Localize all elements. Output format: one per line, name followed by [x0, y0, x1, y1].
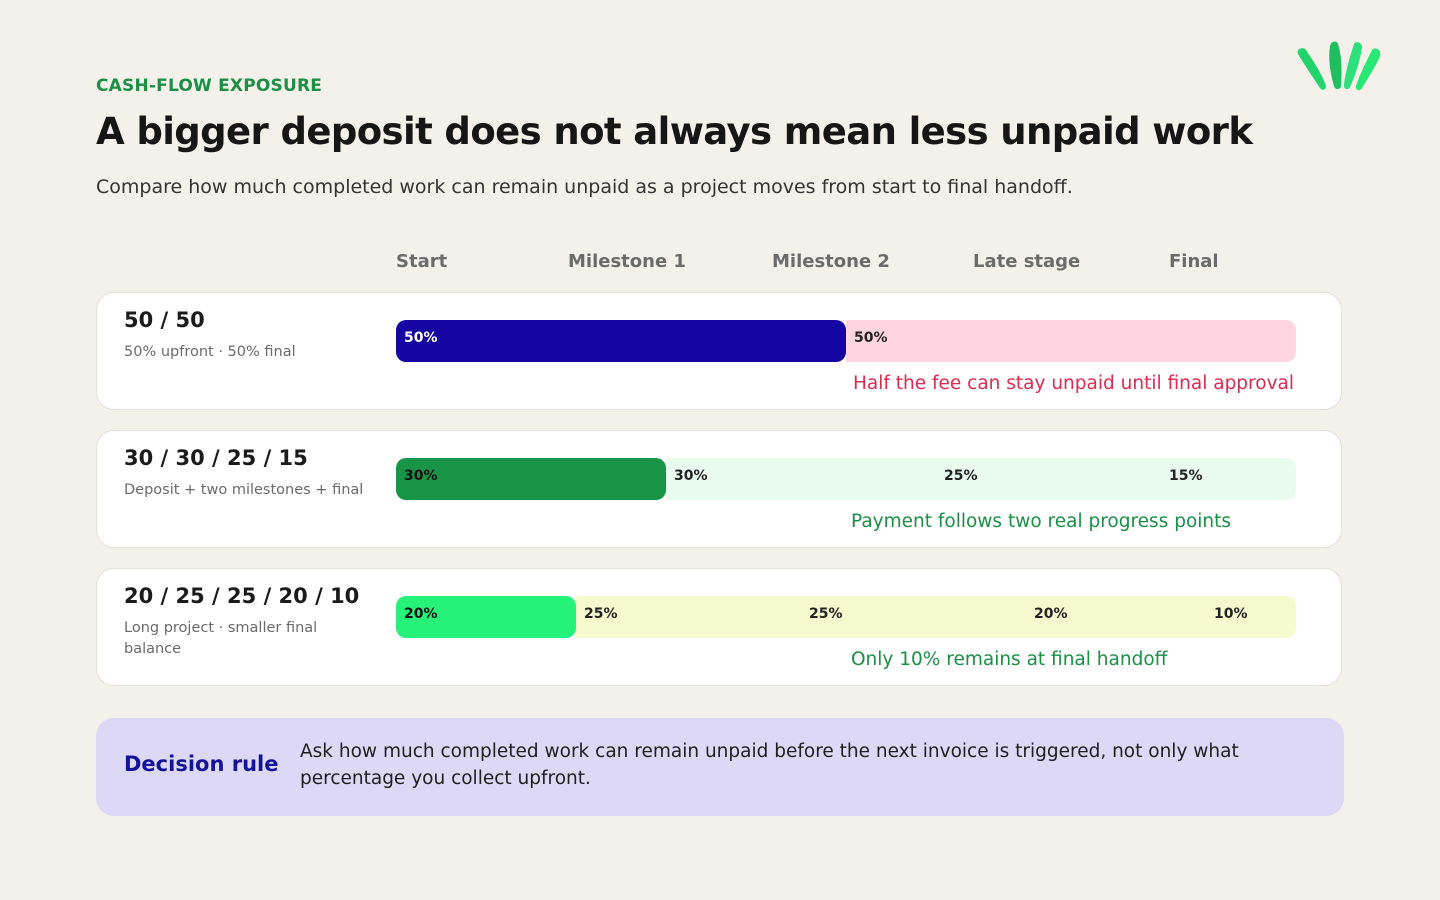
- bar-segment: 20%: [1026, 596, 1206, 638]
- bar-segment: 50%: [846, 320, 1296, 362]
- plan-note: Payment follows two real progress points: [851, 511, 1232, 532]
- plan-name: 20 / 25 / 25 / 20 / 10: [124, 584, 360, 608]
- decision-rule-label: Decision rule: [124, 752, 279, 776]
- plan-description: 50% upfront · 50% final: [124, 344, 296, 360]
- stage-label-milestone-2: Milestone 2: [772, 251, 890, 272]
- leaf-sprout-icon: [1297, 41, 1381, 91]
- plan-name: 50 / 50: [124, 308, 205, 332]
- plan-name: 30 / 30 / 25 / 15: [124, 446, 308, 470]
- page-subtitle: Compare how much completed work can rema…: [96, 176, 1073, 198]
- decision-rule-panel: Decision rule Ask how much completed wor…: [96, 718, 1344, 816]
- plan-description: Long project · smaller final balance: [124, 620, 318, 657]
- bar-segment: 30%: [396, 458, 666, 500]
- decision-rule-text: Ask how much completed work can remain u…: [300, 741, 1239, 789]
- bar-segment: 25%: [576, 596, 801, 638]
- bar-segment: 25%: [801, 596, 1026, 638]
- bar-segment: 20%: [396, 596, 576, 638]
- plan-note: Half the fee can stay unpaid until final…: [852, 373, 1294, 394]
- plan-card: 50 / 50 50% upfront · 50% final 50% 50% H…: [96, 292, 1342, 410]
- bar-segment: 25%: [936, 458, 1161, 500]
- stage-label-final: Final: [1169, 251, 1219, 272]
- bar-segment: 10%: [1206, 596, 1296, 638]
- bar-segment: 50%: [396, 320, 846, 362]
- stage-label-late-stage: Late stage: [973, 251, 1081, 272]
- payment-bar: 30% 30% 25% 15%: [396, 458, 1296, 500]
- bar-segment: 15%: [1161, 458, 1296, 500]
- bar-segment: 30%: [666, 458, 936, 500]
- stage-label-milestone-1: Milestone 1: [568, 251, 686, 272]
- plan-card: 20 / 25 / 25 / 20 / 10 Long project · sm…: [96, 568, 1342, 686]
- payment-bar: 20% 25% 25% 20% 10%: [396, 596, 1296, 638]
- stage-label-start: Start: [396, 251, 448, 272]
- plan-note: Only 10% remains at final handoff: [851, 649, 1168, 670]
- payment-bar: 50% 50%: [396, 320, 1296, 362]
- plan-description: Deposit + two milestones + final: [124, 482, 364, 498]
- plan-card: 30 / 30 / 25 / 15 Deposit + two mileston…: [96, 430, 1342, 548]
- page-title: A bigger deposit does not always mean le…: [96, 110, 1253, 153]
- eyebrow-label: CASH-FLOW EXPOSURE: [96, 76, 323, 96]
